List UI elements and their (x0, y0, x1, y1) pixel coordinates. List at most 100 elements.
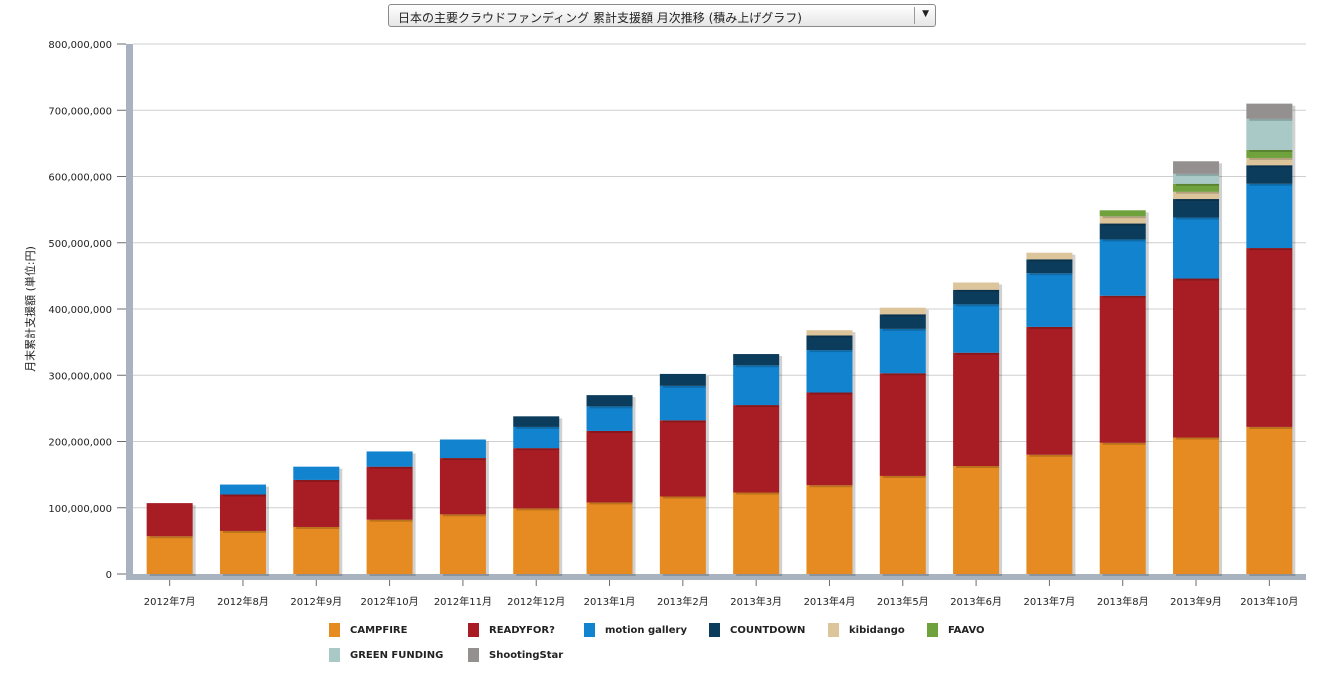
bar-segment[interactable] (293, 466, 340, 480)
bar-segment[interactable] (953, 282, 1000, 290)
bar-segment[interactable] (1099, 295, 1146, 443)
legend-item[interactable]: motion gallery (584, 622, 687, 638)
bar-segment[interactable] (1026, 252, 1073, 260)
bar-segment[interactable] (1246, 248, 1293, 427)
bar-segment[interactable] (659, 385, 706, 421)
bar-segment[interactable] (1026, 454, 1073, 574)
bar-segment[interactable] (953, 466, 1000, 574)
bar-segment[interactable] (219, 484, 266, 495)
bar-segment[interactable] (806, 485, 853, 574)
bar-segment[interactable] (733, 354, 780, 366)
bar-segment[interactable] (953, 289, 1000, 305)
bar-segment[interactable] (1173, 191, 1220, 200)
bar-segment[interactable] (1099, 216, 1146, 224)
bar-segment[interactable] (1173, 278, 1220, 438)
bar-segment[interactable] (879, 328, 926, 374)
dropdown-separator (914, 7, 915, 24)
bar-segment[interactable] (806, 392, 853, 486)
legend-swatch (927, 623, 938, 637)
y-tick-label: 200,000,000 (48, 438, 112, 449)
bar-segment[interactable] (293, 479, 340, 527)
x-tick-label: 2012年8月 (217, 595, 269, 608)
bar-segment[interactable] (1173, 199, 1220, 218)
bar-segment[interactable] (586, 395, 633, 407)
y-tick-label: 700,000,000 (48, 106, 112, 117)
legend-item[interactable]: GREEN FUNDING (329, 647, 443, 663)
bar-segment[interactable] (879, 475, 926, 574)
bar-segment[interactable] (439, 458, 486, 515)
bar-segment[interactable] (1099, 442, 1146, 574)
bar-segment[interactable] (366, 451, 413, 467)
bar-segment[interactable] (879, 373, 926, 476)
bar-segment[interactable] (1246, 150, 1293, 158)
bar-segment[interactable] (1026, 273, 1073, 327)
bar-segment[interactable] (733, 405, 780, 493)
bar-segment[interactable] (293, 526, 340, 574)
x-tick-label: 2013年2月 (657, 595, 709, 608)
bar-segment[interactable] (733, 492, 780, 574)
bar-segment[interactable] (953, 352, 1000, 467)
bar-segment[interactable] (1173, 183, 1220, 192)
x-tick-label: 2012年9月 (290, 595, 342, 608)
bar-segment[interactable] (1026, 259, 1073, 274)
bar-segment[interactable] (586, 502, 633, 574)
bar-segment[interactable] (366, 466, 413, 520)
bar-segment[interactable] (953, 304, 1000, 353)
legend-item[interactable]: FAAVO (927, 622, 985, 638)
x-tick-label: 2013年7月 (1024, 595, 1076, 608)
bar-segment[interactable] (219, 494, 266, 531)
bar-segment[interactable] (1173, 217, 1220, 279)
y-axis-title: 月末累計支援額 (単位:円) (23, 246, 37, 372)
legend-item[interactable]: ShootingStar (468, 647, 563, 663)
legend-item[interactable]: COUNTDOWN (709, 622, 805, 638)
bar-segment[interactable] (513, 426, 560, 449)
bar-segment[interactable] (659, 373, 706, 386)
bar-segment[interactable] (513, 508, 560, 574)
y-tick-label: 300,000,000 (48, 371, 112, 382)
bar-segment[interactable] (513, 416, 560, 427)
bar-segment[interactable] (586, 430, 633, 503)
y-tick-label: 100,000,000 (48, 504, 112, 515)
y-axis-line (126, 44, 133, 577)
bar-segment[interactable] (806, 330, 853, 336)
bar-segment[interactable] (1173, 161, 1220, 174)
legend-swatch (329, 648, 340, 662)
bar-segment[interactable] (366, 519, 413, 574)
bar-segment[interactable] (1246, 118, 1293, 150)
bar-segment[interactable] (1099, 223, 1146, 240)
bar-segment[interactable] (733, 365, 780, 406)
bar-segment[interactable] (439, 439, 486, 459)
chart-selector-dropdown[interactable]: 日本の主要クラウドファンディング 累計支援額 月次推移 (積み上げグラフ) ▼ (388, 4, 936, 27)
bar-segment[interactable] (146, 503, 193, 537)
bar-segment[interactable] (1099, 210, 1146, 217)
legend-label: ShootingStar (489, 649, 564, 661)
bar-segment[interactable] (879, 314, 926, 329)
bar-segment[interactable] (513, 448, 560, 509)
bar-segment[interactable] (1246, 103, 1293, 119)
legend-item[interactable]: CAMPFIRE (329, 622, 407, 638)
bar-segment[interactable] (219, 530, 266, 574)
bar-segment[interactable] (586, 406, 633, 431)
bar-segment[interactable] (439, 514, 486, 574)
bar-segment[interactable] (1246, 183, 1293, 249)
x-axis-line (126, 574, 1306, 580)
bar-segment[interactable] (1173, 173, 1220, 184)
legend-label: CAMPFIRE (350, 624, 408, 636)
legend-item[interactable]: kibidango (828, 622, 905, 638)
legend-label: READYFOR? (489, 624, 555, 636)
bar-segment[interactable] (659, 420, 706, 497)
bar-segment[interactable] (806, 335, 853, 351)
bar-segment[interactable] (1246, 165, 1293, 184)
bar-segment[interactable] (146, 536, 193, 574)
bar-segment[interactable] (806, 350, 853, 393)
bar-segment[interactable] (1099, 239, 1146, 296)
bar-segment[interactable] (1173, 437, 1220, 574)
legend-item[interactable]: READYFOR? (468, 622, 555, 638)
y-tick-label: 500,000,000 (48, 239, 112, 250)
chevron-down-icon[interactable]: ▼ (922, 9, 929, 19)
bar-segment[interactable] (659, 496, 706, 574)
bar-segment[interactable] (1026, 326, 1073, 455)
bar-segment[interactable] (1246, 426, 1293, 574)
bar-segment[interactable] (879, 307, 926, 315)
bar-segment[interactable] (1246, 157, 1293, 166)
